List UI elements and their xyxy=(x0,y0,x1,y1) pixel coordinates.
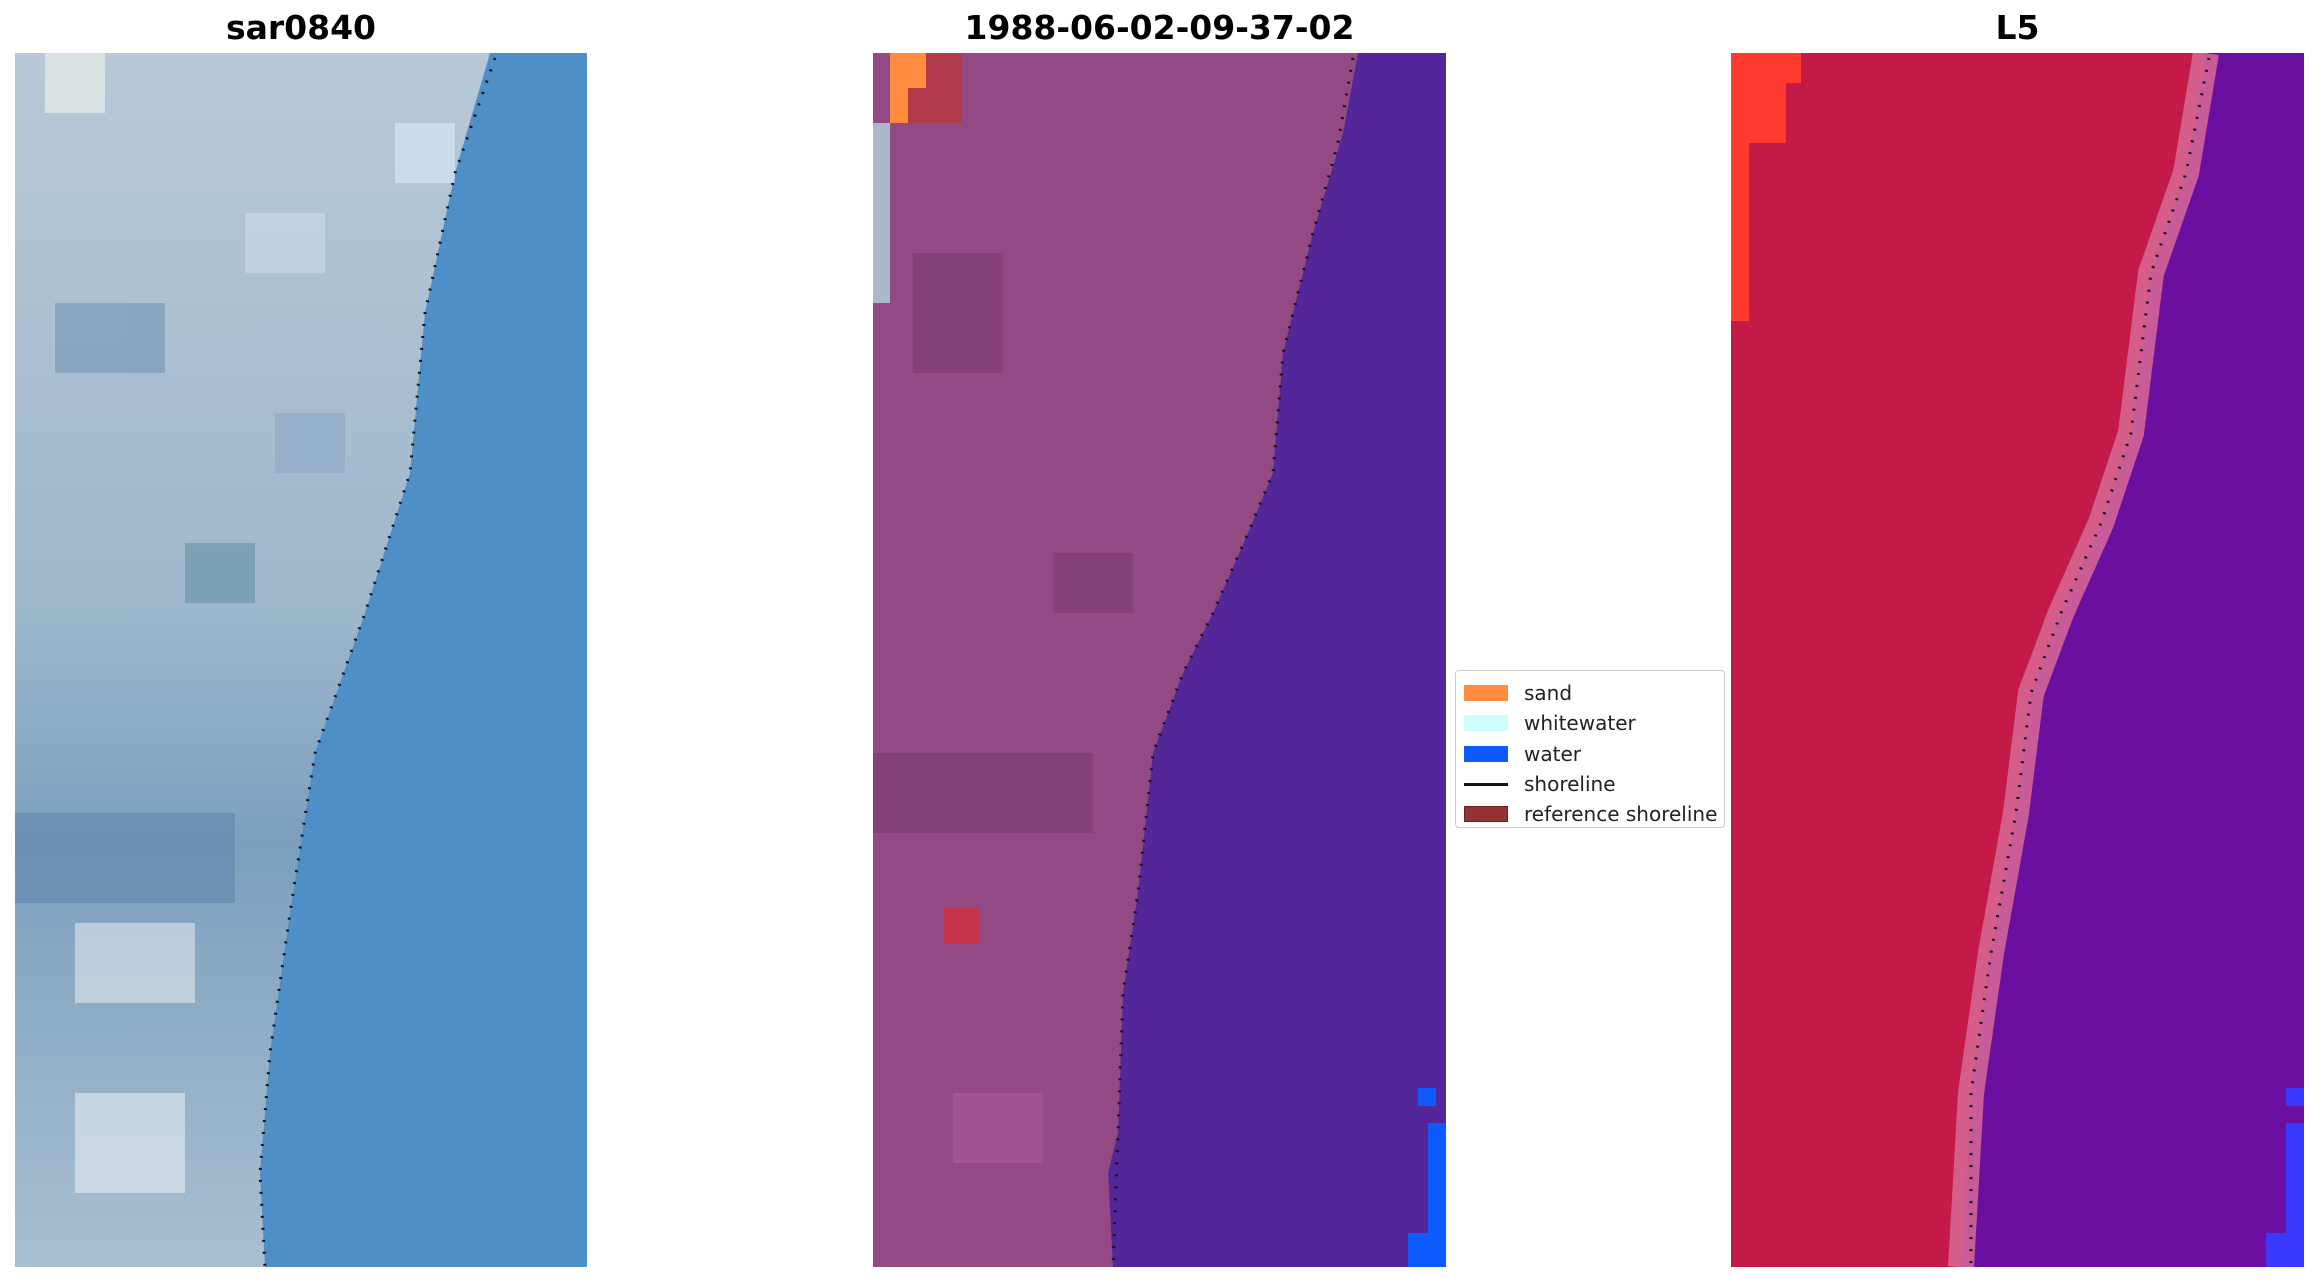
index-hotspot xyxy=(1731,83,1786,143)
reference-shoreline-swatch xyxy=(1464,806,1508,823)
land-class-area xyxy=(873,53,1358,1267)
index-hotspot xyxy=(1731,143,1749,303)
index-hotspot xyxy=(1731,303,1749,321)
legend-label: whitewater xyxy=(1524,711,1636,736)
index-blue-patch xyxy=(2266,1233,2304,1267)
whitewater-patch xyxy=(873,123,890,303)
land-class-texture xyxy=(873,253,1133,1163)
reference-shoreline-patch xyxy=(943,908,979,944)
reference-shoreline-patch xyxy=(926,53,962,88)
land-index-area xyxy=(1731,53,2206,1267)
index-hotspot xyxy=(1731,53,1801,83)
legend-item-whitewater: whitewater xyxy=(1464,708,1724,738)
classified-image xyxy=(873,53,1446,1267)
index-image-panel xyxy=(1731,53,2304,1267)
legend-label: sand xyxy=(1524,681,1573,706)
panel-title-classified: 1988-06-02-09-37-02 xyxy=(964,8,1355,47)
legend-label: shoreline xyxy=(1524,772,1616,797)
legend-item-shoreline: shoreline xyxy=(1464,769,1724,799)
shoreline xyxy=(1111,57,1355,1267)
index-blue-patch xyxy=(2286,1088,2304,1106)
legend-label: water xyxy=(1524,741,1581,766)
panel-title-rgb: sar0840 xyxy=(225,8,377,47)
panel-title-index: L5 xyxy=(1995,8,2040,47)
legend-label: reference shoreline xyxy=(1524,802,1718,827)
shoreline xyxy=(258,57,497,1267)
reference-shoreline-patch xyxy=(908,88,962,123)
legend-item-reference-shoreline: reference shoreline xyxy=(1464,799,1724,829)
rgb-image-panel xyxy=(15,53,587,1267)
water-patch xyxy=(1418,1088,1436,1106)
classified-image-panel xyxy=(873,53,1446,1267)
water-patch xyxy=(1408,1233,1446,1267)
water-swatch xyxy=(1464,745,1508,762)
rgb-image xyxy=(15,53,587,1267)
shoreline xyxy=(1969,57,2211,1267)
whitewater-swatch xyxy=(1464,715,1508,732)
sand-swatch xyxy=(1464,685,1508,702)
water-patch xyxy=(1428,1123,1446,1267)
legend-item-water: water xyxy=(1464,739,1724,769)
land-texture xyxy=(15,53,455,1193)
index-image xyxy=(1731,53,2304,1267)
legend-item-sand: sand xyxy=(1464,678,1724,708)
index-blue-patch xyxy=(2286,1123,2304,1267)
legend: sand whitewater water shoreline referenc… xyxy=(1455,670,1725,828)
shoreline-swatch xyxy=(1464,782,1508,786)
